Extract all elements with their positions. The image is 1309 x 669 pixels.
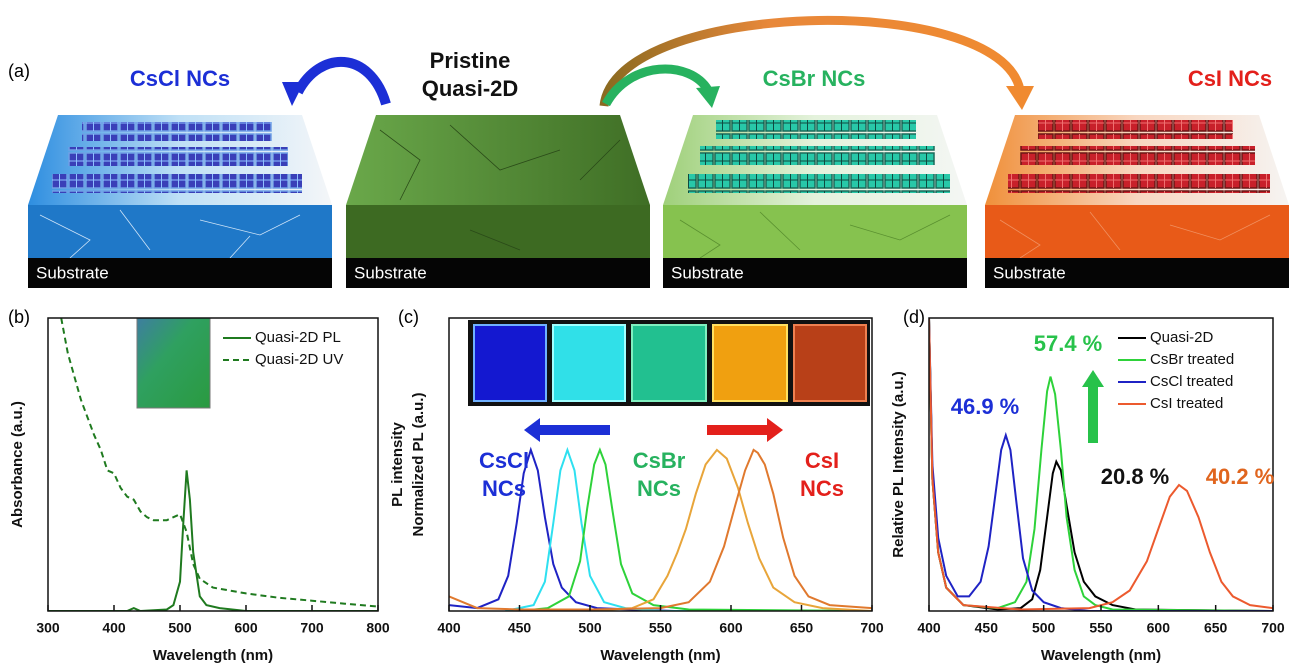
x-tick-label: 650 <box>1204 620 1228 636</box>
x-axis-title: Wavelength (nm) <box>153 647 273 664</box>
legend-label: Quasi-2D PL <box>255 329 341 346</box>
substrate-label: Substrate <box>354 263 427 282</box>
block-csbr <box>663 115 967 288</box>
structure-label: Quasi-2D <box>422 76 519 101</box>
x-tick-label: 700 <box>300 620 324 636</box>
panel-label: (a) <box>8 61 30 81</box>
x-tick-label: 500 <box>1032 620 1056 636</box>
annotation: CsCl <box>479 448 529 473</box>
annotation: 57.4 % <box>1034 331 1103 356</box>
x-tick-label: 450 <box>975 620 999 636</box>
legend-label: CsI treated <box>1150 395 1223 412</box>
x-tick-label: 600 <box>234 620 258 636</box>
x-tick-label: 700 <box>1261 620 1285 636</box>
annotation: NCs <box>800 476 844 501</box>
legend-label: CsCl treated <box>1150 373 1233 390</box>
annotation: NCs <box>637 476 681 501</box>
page: (a) CsCl NCs Pristine Quasi-2D CsBr NCs CsI … <box>0 0 1309 669</box>
x-tick-label: 300 <box>36 620 60 636</box>
x-axis-title: Wavelength (nm) <box>1041 647 1161 664</box>
annotation: NCs <box>482 476 526 501</box>
structure-label: CsI NCs <box>1188 66 1272 91</box>
annotation: 20.8 % <box>1101 464 1170 489</box>
x-tick-label: 600 <box>1147 620 1171 636</box>
y-axis-title: Relative PL Intensity (a.u.) <box>890 371 907 557</box>
y-axis-title: PL intensity <box>389 421 406 506</box>
x-tick-label: 500 <box>578 620 602 636</box>
annotation: CsI <box>805 448 839 473</box>
substrate-label: Substrate <box>36 263 109 282</box>
x-tick-label: 400 <box>437 620 461 636</box>
annotation: 46.9 % <box>951 394 1020 419</box>
x-tick-label: 400 <box>917 620 941 636</box>
x-tick-label: 550 <box>1089 620 1113 636</box>
inset-photo <box>137 318 210 408</box>
legend-label: Quasi-2D UV <box>255 351 343 368</box>
x-tick-label: 700 <box>860 620 884 636</box>
panel-label: (c) <box>398 307 419 327</box>
line-series <box>590 450 872 611</box>
increase-arrow <box>1082 370 1104 443</box>
panel-label: (b) <box>8 307 30 327</box>
line-series <box>520 450 873 611</box>
line-series <box>48 470 378 611</box>
structure-label: CsBr NCs <box>763 66 866 91</box>
panel-label: (d) <box>903 307 925 327</box>
x-axis-title: Wavelength (nm) <box>600 647 720 664</box>
legend-label: CsBr treated <box>1150 351 1234 368</box>
line-series <box>505 450 872 611</box>
block-pristine <box>346 115 650 288</box>
annotation: CsBr <box>633 448 686 473</box>
x-tick-label: 400 <box>102 620 126 636</box>
annotation: 40.2 % <box>1206 464 1275 489</box>
structure-label: Pristine <box>430 48 511 73</box>
legend-label: Quasi-2D <box>1150 329 1214 346</box>
substrate-label: Substrate <box>993 263 1066 282</box>
figure: (a) CsCl NCs Pristine Quasi-2D CsBr NCs CsI … <box>0 0 1309 669</box>
x-tick-label: 600 <box>719 620 743 636</box>
y-axis-title: Normalized PL (a.u.) <box>410 393 427 537</box>
line-series <box>449 450 872 610</box>
inset-photos <box>468 320 870 442</box>
structure-label: CsCl NCs <box>130 66 230 91</box>
x-tick-label: 650 <box>790 620 814 636</box>
y-axis-title: Absorbance (a.u.) <box>9 401 26 528</box>
arrows <box>282 20 1034 110</box>
block-cscl <box>28 115 332 288</box>
x-tick-label: 500 <box>168 620 192 636</box>
x-tick-label: 800 <box>366 620 390 636</box>
x-tick-label: 450 <box>508 620 532 636</box>
block-csi <box>985 115 1289 288</box>
x-tick-label: 550 <box>649 620 673 636</box>
substrate-label: Substrate <box>671 263 744 282</box>
